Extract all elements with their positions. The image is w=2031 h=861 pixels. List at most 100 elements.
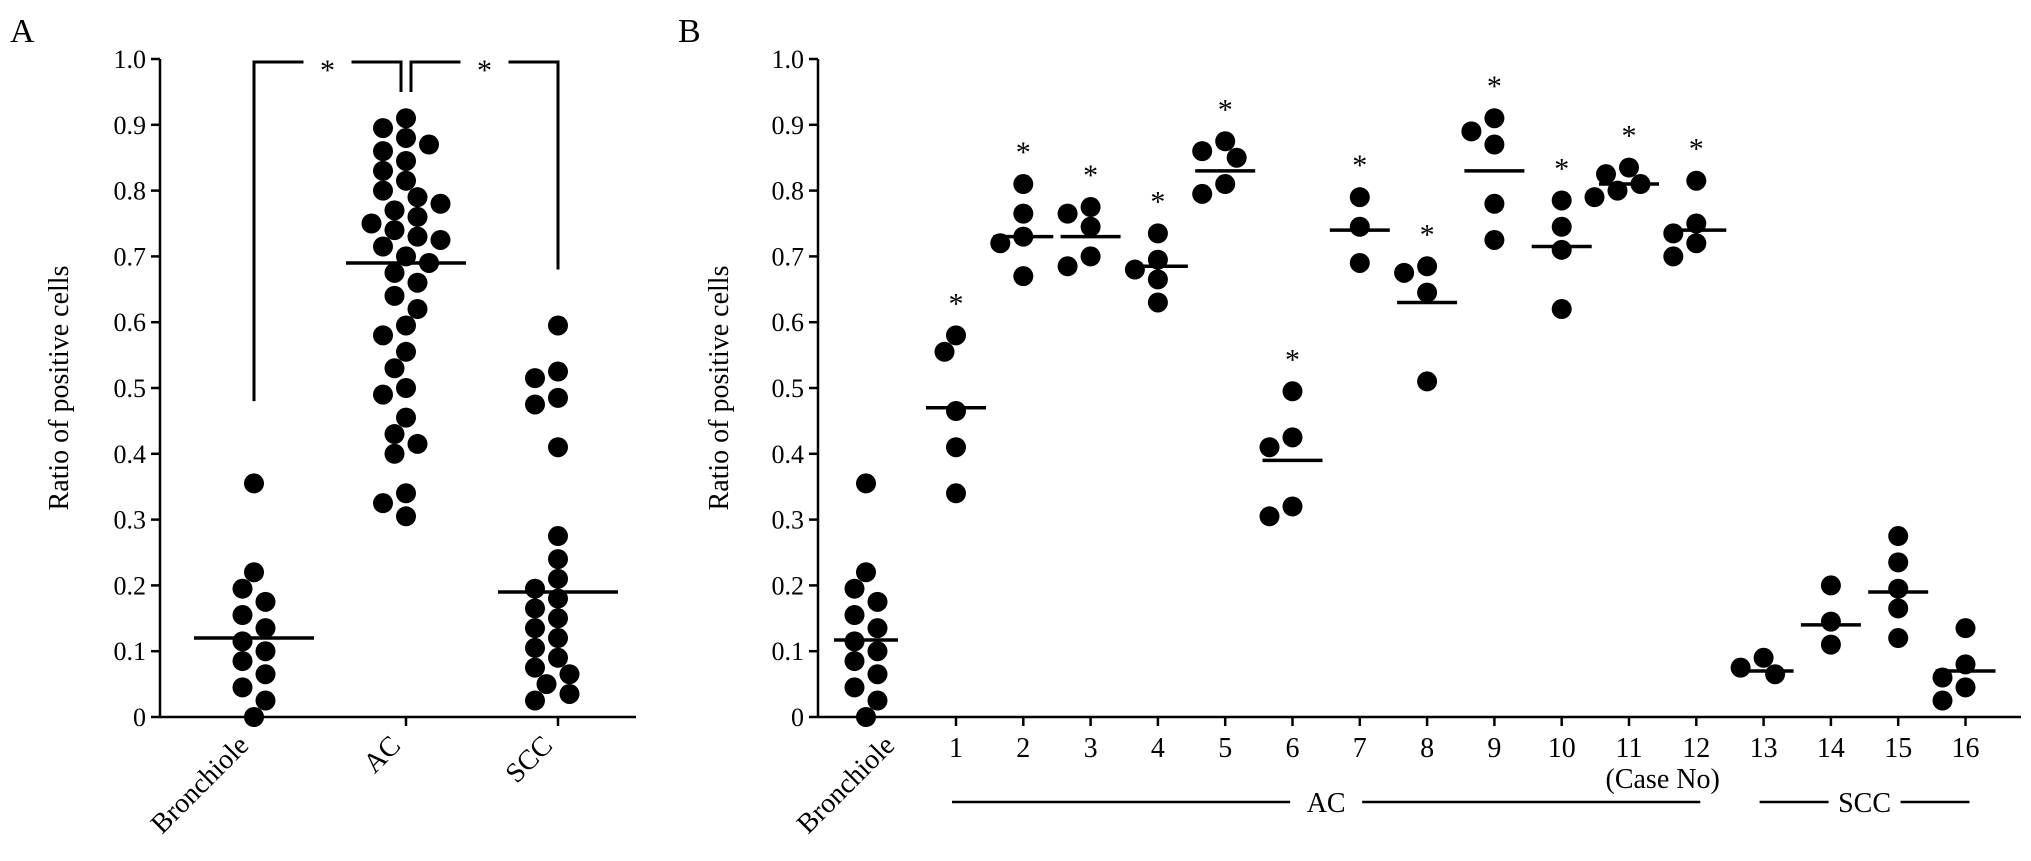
data-point xyxy=(844,578,865,599)
x-tick-label: 11 xyxy=(1616,733,1643,764)
y-axis-title: Ratio of positive cells xyxy=(704,266,735,511)
data-point xyxy=(548,647,568,668)
data-point xyxy=(255,641,276,662)
data-point xyxy=(525,690,545,711)
x-tick-label: 4 xyxy=(1151,733,1165,764)
data-point xyxy=(856,562,876,583)
data-point xyxy=(946,325,966,346)
data-point xyxy=(867,664,888,685)
data-point xyxy=(232,578,253,599)
data-point xyxy=(934,341,955,362)
data-point xyxy=(946,483,966,504)
data-point xyxy=(232,631,253,652)
data-point xyxy=(396,315,416,336)
y-tick-label: 0.4 xyxy=(772,440,805,469)
data-point xyxy=(1013,174,1034,195)
data-point xyxy=(1730,657,1751,678)
data-point xyxy=(384,262,405,283)
data-point xyxy=(361,213,382,234)
data-point xyxy=(396,341,416,362)
data-point xyxy=(525,368,545,389)
data-point xyxy=(384,220,405,241)
data-point xyxy=(232,677,253,698)
data-point xyxy=(1057,203,1078,224)
data-point xyxy=(1955,677,1976,698)
data-point xyxy=(396,407,416,428)
data-point xyxy=(1147,269,1168,290)
data-point xyxy=(396,127,416,148)
x-tick-label: 14 xyxy=(1817,733,1845,764)
data-point xyxy=(373,160,393,181)
data-point xyxy=(430,193,451,214)
data-point xyxy=(1955,618,1976,639)
y-tick-label: 0.3 xyxy=(772,506,805,535)
data-point xyxy=(525,598,545,619)
data-point xyxy=(373,236,393,257)
data-point xyxy=(1551,299,1572,320)
y-tick-label: 1.0 xyxy=(772,45,805,74)
data-point xyxy=(1282,381,1303,402)
data-point xyxy=(1663,246,1684,267)
data-point xyxy=(1417,282,1438,303)
data-point xyxy=(1686,233,1707,254)
data-point xyxy=(396,108,416,129)
data-point xyxy=(548,387,568,408)
significance-star: * xyxy=(949,287,964,320)
data-point xyxy=(1888,552,1909,573)
y-tick-label: 0 xyxy=(133,703,146,732)
data-point xyxy=(384,200,405,221)
x-tick-label: Bronchiole xyxy=(145,730,255,840)
data-point xyxy=(396,150,416,171)
x-tick-label: Bronchiole xyxy=(791,730,901,840)
data-point xyxy=(1932,690,1953,711)
data-point xyxy=(407,433,428,454)
bracket-gap xyxy=(460,56,509,68)
bracket-gap xyxy=(303,56,352,68)
data-point xyxy=(1888,598,1909,619)
x-tick-label: 9 xyxy=(1487,733,1501,764)
data-point xyxy=(1584,187,1605,208)
y-tick-label: 0.5 xyxy=(772,374,805,403)
data-point xyxy=(548,628,568,649)
data-point xyxy=(384,443,405,464)
y-tick-label: 0.2 xyxy=(772,571,805,600)
significance-star: * xyxy=(1016,136,1031,169)
significance-star: * xyxy=(1554,152,1569,185)
data-point xyxy=(373,118,393,139)
data-point xyxy=(1080,216,1101,237)
x-tick-label: 15 xyxy=(1884,733,1912,764)
data-point xyxy=(232,651,253,672)
data-point xyxy=(396,506,416,527)
data-point xyxy=(1147,223,1168,244)
data-point xyxy=(1226,147,1247,168)
data-point xyxy=(525,657,545,678)
significance-star: * xyxy=(1689,133,1704,166)
data-point xyxy=(1215,131,1236,152)
data-point xyxy=(1820,611,1841,632)
data-point xyxy=(1417,256,1438,277)
data-point xyxy=(1282,427,1303,448)
data-point xyxy=(1259,506,1280,527)
data-point xyxy=(373,493,393,514)
data-point xyxy=(407,187,428,208)
data-point xyxy=(373,141,393,162)
data-point xyxy=(1551,216,1572,237)
significance-star: * xyxy=(1285,343,1300,376)
data-point xyxy=(1484,193,1505,214)
data-point xyxy=(396,483,416,504)
significance-star: * xyxy=(1622,120,1637,153)
y-tick-label: 0.9 xyxy=(772,111,805,140)
data-point xyxy=(244,473,264,494)
x-tick-label: 2 xyxy=(1016,733,1030,764)
y-tick-label: 0.5 xyxy=(114,374,147,403)
data-point xyxy=(1259,437,1280,458)
data-point xyxy=(407,226,428,247)
data-point xyxy=(1080,246,1101,267)
data-point xyxy=(1765,664,1786,685)
data-point xyxy=(1888,526,1909,547)
data-point xyxy=(1282,496,1303,517)
data-point xyxy=(946,437,966,458)
data-point xyxy=(548,361,568,382)
x-tick-label: 7 xyxy=(1353,733,1367,764)
